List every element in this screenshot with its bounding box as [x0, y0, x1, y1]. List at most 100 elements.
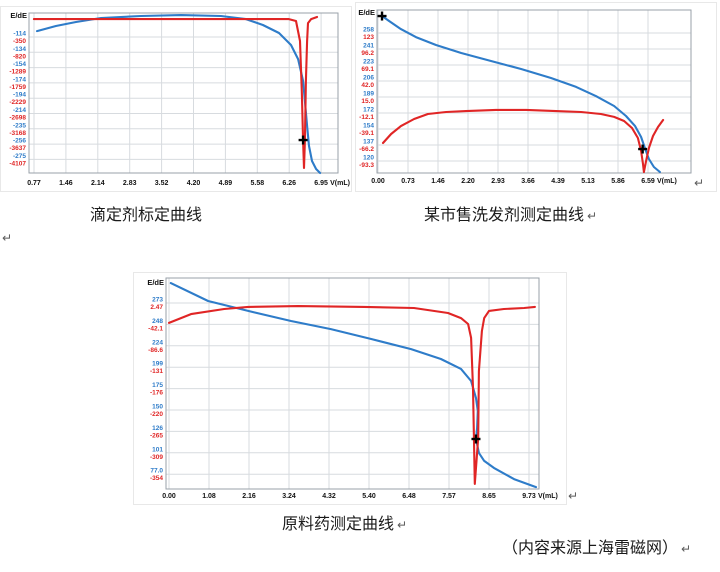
plot-background: [377, 10, 691, 173]
x-tick-label: 3.52: [155, 180, 169, 187]
y-tick-label-E: 224: [152, 339, 163, 346]
x-tick-label: 4.39: [551, 178, 565, 185]
y-tick-label-dE: -3168: [9, 130, 26, 137]
x-tick-label: 3.66: [521, 178, 535, 185]
titration-curve-svg-2: 0.00 0.73 1.46 2.20 2.93 3.66 4.39 5.13 5.86 6.59…: [358, 8, 692, 185]
caption-chart1: 滴定剂标定曲线: [90, 205, 202, 227]
y-tick-label-E: -275: [13, 153, 26, 160]
x-tick-label: 1.08: [202, 493, 216, 500]
y-tick-label-E: 137: [363, 139, 374, 146]
x-tick-label: 5.13: [581, 178, 595, 185]
y-tick-label-dE: -2698: [9, 115, 26, 122]
x-tick-label: 9.73: [522, 493, 536, 500]
y-tick-label-E: -256: [13, 138, 26, 145]
E-curve: [35, 14, 322, 175]
y-tick-label-E: 241: [363, 43, 374, 50]
y-tick-label-E: 248: [152, 318, 163, 325]
x-tick-label: 5.40: [362, 493, 376, 500]
y-tick-label-dE: -86.6: [148, 347, 163, 354]
y-tick-label-dE: -176: [150, 390, 163, 397]
y-tick-label-E: 126: [152, 425, 163, 432]
x-tick-label: 6.48: [402, 493, 416, 500]
paragraph-return-mark: ↵: [397, 518, 408, 532]
chart-raw-material-determination[interactable]: 0.00 1.08 2.16 3.24 4.32 5.40 6.48 7.57 8.65 9.73…: [133, 272, 567, 505]
y-tick-label-E: -114: [13, 31, 26, 38]
x-tick-label: 0.77: [27, 180, 41, 187]
x-axis-unit-label: V(mL): [538, 493, 558, 500]
x-tick-label: 0.00: [162, 493, 176, 500]
y-tick-label-E: 120: [363, 155, 374, 162]
paragraph-return-mark: ↵: [587, 209, 598, 223]
x-tick-label: 1.46: [59, 180, 73, 187]
y-tick-label-dE: -354: [150, 475, 163, 482]
y-tick-label-E: 258: [363, 27, 374, 34]
y-axis-title: E/dE: [358, 8, 375, 17]
x-tick-label: 4.32: [322, 493, 336, 500]
chart-shampoo-determination[interactable]: 0.00 0.73 1.46 2.20 2.93 3.66 4.39 5.13 5.86 6.59…: [355, 2, 717, 192]
y-tick-label-dE: -220: [150, 411, 163, 418]
y-tick-label-E: -194: [13, 92, 26, 99]
y-tick-label-dE: -1289: [9, 69, 26, 76]
y-tick-label-dE: 2.47: [150, 304, 163, 311]
y-tick-label-E: 206: [363, 75, 374, 82]
E-curve: [169, 282, 538, 489]
y-tick-label-E: 175: [152, 382, 163, 389]
y-tick-label-E: -154: [13, 61, 26, 68]
x-tick-label: 5.58: [250, 180, 264, 187]
y-tick-label-E: 199: [152, 361, 163, 368]
y-tick-label-dE: 69.1: [361, 66, 374, 73]
y-tick-label-dE: -820: [13, 53, 26, 60]
y-tick-label-E: 223: [363, 59, 374, 66]
y-tick-label-dE: -265: [150, 432, 163, 439]
y-tick-label-dE: -66.2: [359, 146, 374, 153]
x-tick-label: 0.73: [401, 178, 415, 185]
paragraph-return-mark: ↵: [2, 231, 13, 245]
caption-chart2-text: 某市售洗发剂测定曲线: [424, 207, 585, 224]
y-tick-label-dE: -12.1: [359, 114, 374, 121]
y-tick-label-dE: -3637: [9, 145, 26, 152]
x-tick-label: 1.46: [431, 178, 445, 185]
x-axis-unit-label: V(mL): [657, 178, 677, 185]
y-tick-label-E: 273: [152, 297, 163, 304]
caption-chart3-text: 原料药测定曲线: [282, 516, 395, 533]
chart-titrant-calibration[interactable]: 0.77 1.46 2.14 2.83 3.52 4.20 4.89 5.58 6.26 6.95…: [0, 6, 352, 192]
x-tick-label: 2.93: [491, 178, 505, 185]
y-tick-label-E: 189: [363, 91, 374, 98]
titration-curve-svg-1: 0.77 1.46 2.14 2.83 3.52 4.20 4.89 5.58 6.26 6.95…: [9, 11, 350, 187]
x-tick-label: 4.89: [219, 180, 233, 187]
x-tick-label: 5.86: [611, 178, 625, 185]
dE-curve: [381, 108, 665, 174]
y-tick-label-E: 172: [363, 107, 374, 114]
y-tick-label-dE: -42.1: [148, 325, 163, 332]
paragraph-return-mark: ↵: [681, 542, 692, 556]
x-tick-label: 4.20: [187, 180, 201, 187]
paragraph-return-mark: ↵: [694, 176, 705, 190]
x-tick-label: 8.65: [482, 493, 496, 500]
plot-border: [28, 12, 339, 174]
y-tick-label-dE: 42.0: [361, 82, 374, 89]
y-tick-label-E: -235: [13, 122, 26, 129]
x-tick-label: 6.26: [282, 180, 296, 187]
y-tick-label-dE: -39.1: [359, 130, 374, 137]
plot-border: [165, 277, 540, 490]
y-tick-label-E: 154: [363, 123, 374, 130]
y-axis-title: E/dE: [10, 11, 27, 20]
y-tick-label-dE: -309: [150, 454, 163, 461]
y-tick-label-E: 150: [152, 404, 163, 411]
y-tick-label-dE: -4107: [9, 160, 26, 167]
x-tick-label: 7.57: [442, 493, 456, 500]
x-tick-label: 6.59: [641, 178, 655, 185]
y-tick-label-E: -174: [13, 76, 26, 83]
dE-curve: [167, 305, 536, 485]
y-tick-label-dE: -93.3: [359, 162, 374, 169]
x-tick-label: 2.83: [123, 180, 137, 187]
x-axis-unit-label: V(mL): [330, 180, 350, 187]
y-tick-label-E: 77.0: [150, 468, 163, 475]
x-tick-label: 3.24: [282, 493, 296, 500]
caption-chart1-text: 滴定剂标定曲线: [90, 207, 203, 224]
y-tick-label-E: -214: [13, 107, 26, 114]
source-attribution-text: （内容来源上海雷磁网）: [502, 540, 679, 557]
y-tick-label-dE: 15.0: [361, 98, 374, 105]
y-tick-label-dE: -350: [13, 38, 26, 45]
